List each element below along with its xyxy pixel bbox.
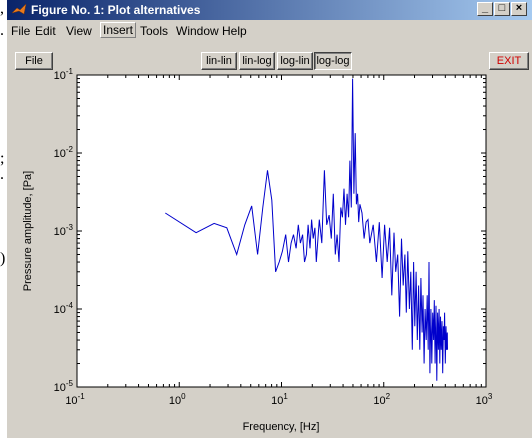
x-tick-label: 10-1 <box>65 392 85 407</box>
x-tick-label: 101 <box>271 392 288 407</box>
background-fragment: . <box>0 22 4 39</box>
series-line <box>165 78 448 381</box>
y-tick-label: 10-2 <box>54 145 74 160</box>
menu-view[interactable]: View <box>66 24 92 38</box>
lin-log-button[interactable]: lin-log <box>239 52 275 70</box>
background-fragment: ) <box>0 250 6 267</box>
background-fragment: ; <box>0 150 5 167</box>
y-tick-label: 10-3 <box>54 223 74 238</box>
y-tick-label: 10-4 <box>54 301 74 316</box>
background-fragment: , <box>0 0 4 17</box>
close-button[interactable]: × <box>511 2 527 16</box>
menu-window[interactable]: Window <box>176 24 219 38</box>
menu-edit[interactable]: Edit <box>35 24 56 38</box>
x-tick-label: 102 <box>373 392 390 407</box>
file-button[interactable]: File <box>15 52 53 70</box>
exit-button[interactable]: EXIT <box>489 52 529 70</box>
minimize-button[interactable]: _ <box>477 2 493 16</box>
menu-insert[interactable]: Insert <box>100 22 137 38</box>
matlab-logo-icon <box>11 3 27 15</box>
log-lin-button[interactable]: log-lin <box>277 52 313 70</box>
y-tick-label: 10-1 <box>54 67 74 82</box>
x-tick-label: 103 <box>476 392 493 407</box>
menu-file[interactable]: File <box>11 24 31 38</box>
y-axis-label: Pressure amplitude, [Pa] <box>22 171 34 291</box>
y-tick-label: 10-5 <box>54 379 74 394</box>
axis-ticks: 10-1 100 101 102 103 10-5 10-4 10-3 10-2 10-1 <box>54 67 493 407</box>
x-axis-label: Frequency, [Hz] <box>243 421 320 433</box>
menu-bar: File Edit View Insert Tools Window Help <box>7 21 532 41</box>
menu-help[interactable]: Help <box>222 24 247 38</box>
x-tick-label: 100 <box>169 392 186 407</box>
plot-canvas: 10-1 100 101 102 103 10-5 10-4 10-3 10-2 10-1 Fre… <box>22 67 493 433</box>
maximize-button[interactable]: □ <box>494 2 510 16</box>
background-fragment: . <box>0 166 4 183</box>
lin-lin-button[interactable]: lin-lin <box>201 52 237 70</box>
window-title: Figure No. 1: Plot alternatives <box>31 3 201 17</box>
log-log-button[interactable]: log-log <box>314 52 352 70</box>
title-bar[interactable]: Figure No. 1: Plot alternatives _ □ × <box>7 0 532 20</box>
figure-window: Figure No. 1: Plot alternatives _ □ × Fi… <box>6 0 532 438</box>
menu-tools[interactable]: Tools <box>140 24 169 38</box>
